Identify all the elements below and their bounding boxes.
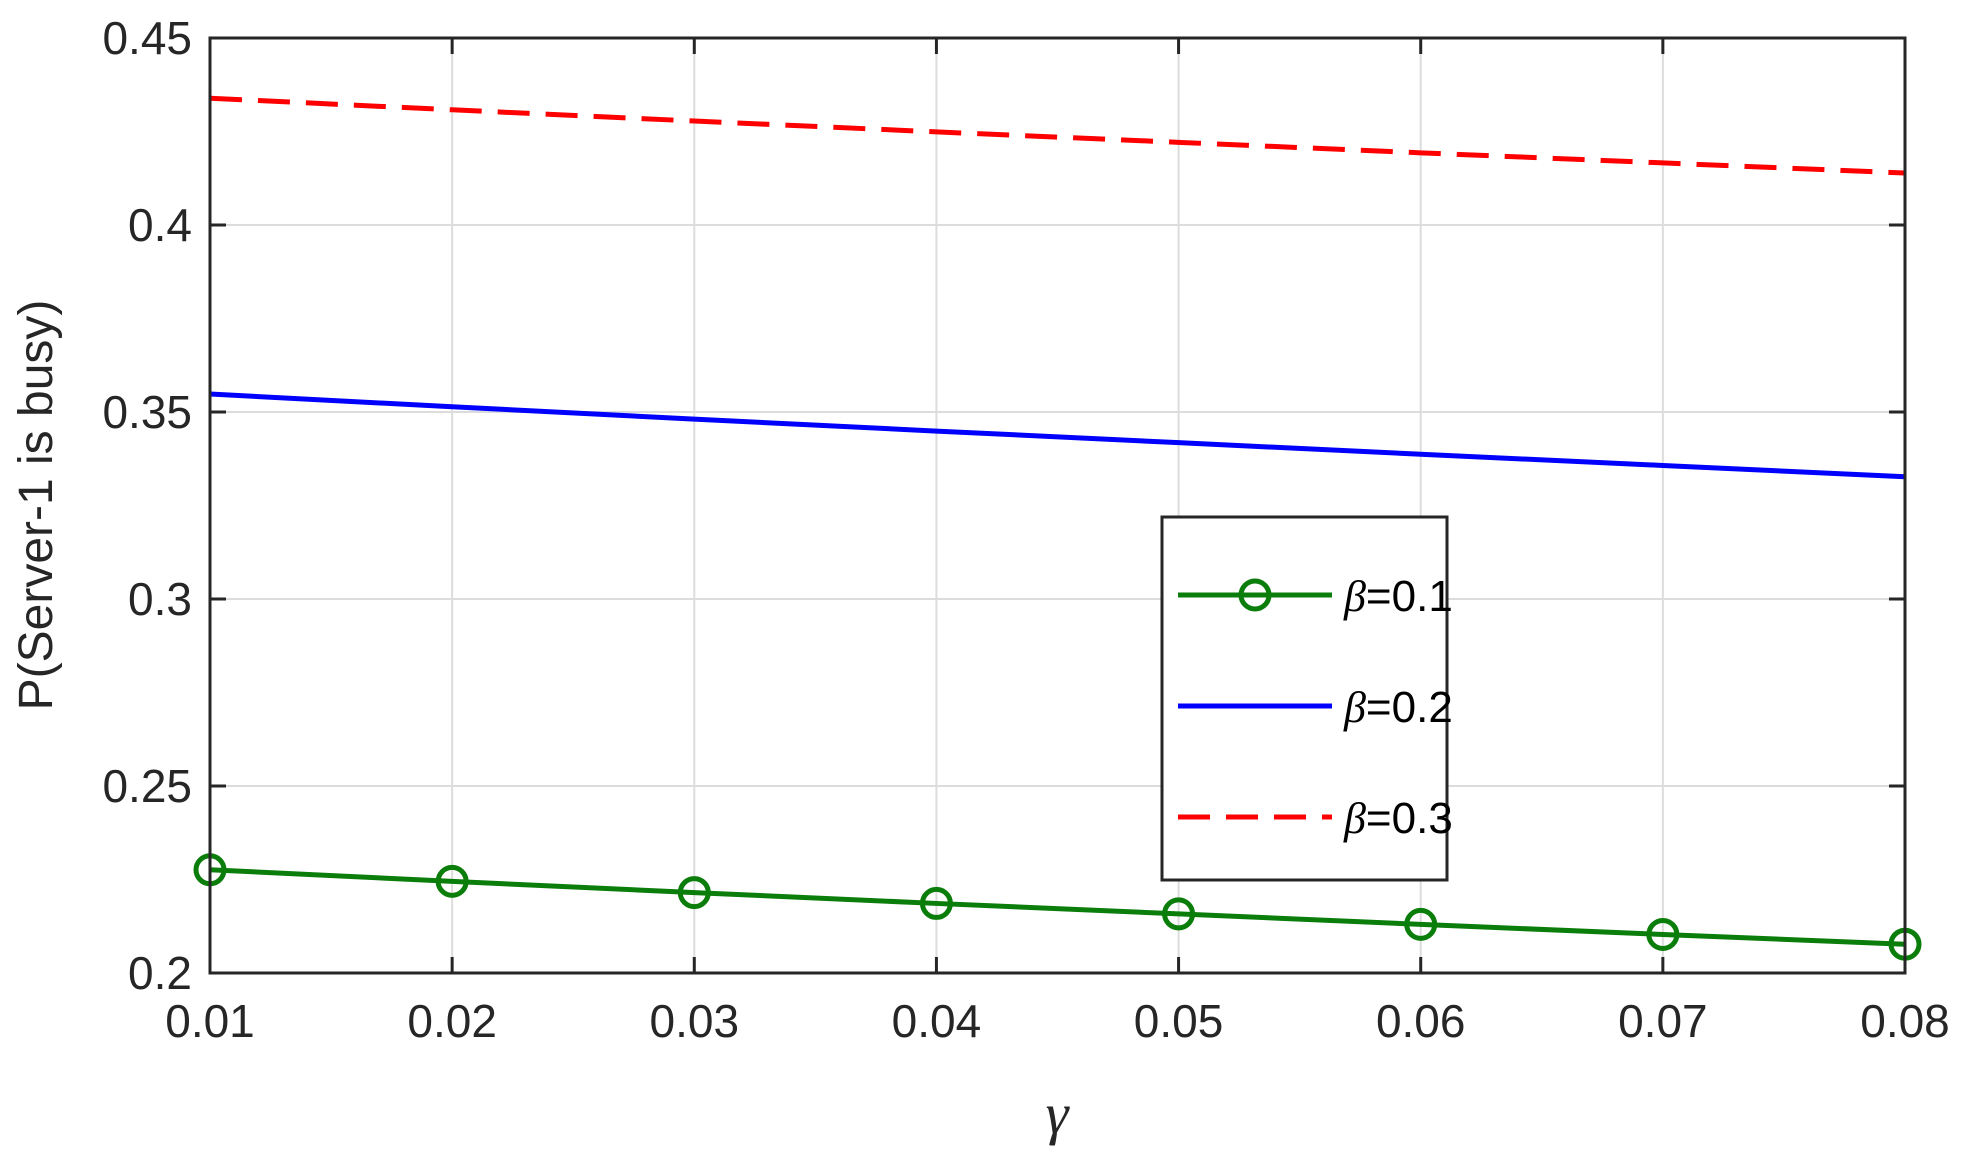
y-tick-label: 0.3 xyxy=(128,573,192,625)
plot-frame xyxy=(208,36,1907,975)
y-tick-label: 0.2 xyxy=(128,947,192,999)
x-tick-label: 0.01 xyxy=(165,995,255,1047)
series-lines xyxy=(193,95,1922,961)
y-tick-label: 0.4 xyxy=(128,199,192,251)
legend-value: =0.2 xyxy=(1366,683,1453,732)
series-line-1 xyxy=(209,391,1906,480)
legend-marker-0 xyxy=(1238,578,1272,612)
legend-label-2: β=0.3 xyxy=(1343,794,1453,843)
legend-value: =0.1 xyxy=(1366,572,1453,621)
x-tick-label: 0.05 xyxy=(1134,995,1224,1047)
x-tick-label: 0.03 xyxy=(650,995,740,1047)
legend-symbol: β xyxy=(1343,794,1366,843)
legend-symbol: β xyxy=(1343,683,1366,732)
series-0-point xyxy=(1646,917,1680,951)
y-tick-label: 0.35 xyxy=(102,386,192,438)
series-line-2 xyxy=(209,95,1906,176)
y-axis-label: P(Server-1 is busy) xyxy=(10,300,63,711)
legend-value: =0.3 xyxy=(1366,794,1453,843)
x-tick-label: 0.08 xyxy=(1860,995,1950,1047)
series-0-point xyxy=(435,864,469,898)
x-tick-label: 0.02 xyxy=(407,995,497,1047)
series-0-point xyxy=(1162,897,1196,931)
axis-ticks: 0.01 0.02 0.03 0.04 0.05 0.06 0.07 0.08 0.2 0.25 0… xyxy=(102,12,1949,1047)
x-tick-label: 0.06 xyxy=(1376,995,1466,1047)
series-0-point xyxy=(677,876,711,910)
y-tick-label: 0.25 xyxy=(102,760,192,812)
plot-background xyxy=(210,38,1905,973)
series-0-point xyxy=(1404,907,1438,941)
series-0-point xyxy=(919,886,953,920)
legend: β=0.1β=0.2β=0.3 xyxy=(1160,515,1453,882)
legend-label-1: β=0.2 xyxy=(1343,683,1453,732)
legend-symbol: β xyxy=(1343,572,1366,621)
legend-label-0: β=0.1 xyxy=(1343,572,1453,621)
x-axis-label: γ xyxy=(1046,1081,1071,1146)
x-tick-label: 0.04 xyxy=(892,995,982,1047)
series-line-0 xyxy=(209,867,1906,947)
y-tick-label: 0.45 xyxy=(102,12,192,64)
x-tick-label: 0.07 xyxy=(1618,995,1708,1047)
